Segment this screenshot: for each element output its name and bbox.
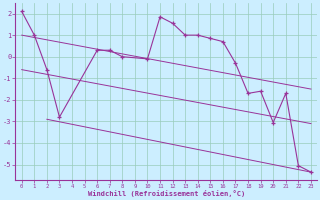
X-axis label: Windchill (Refroidissement éolien,°C): Windchill (Refroidissement éolien,°C) xyxy=(88,190,245,197)
